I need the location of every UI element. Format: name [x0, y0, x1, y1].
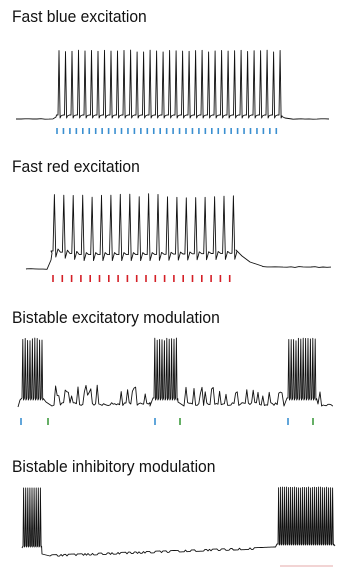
voltage-trace	[16, 49, 330, 120]
panel-title-fast-red-excitation: Fast red excitation	[12, 157, 140, 176]
panel-title-bistable-excitatory-modulation: Bistable excitatory modulation	[12, 308, 220, 327]
voltage-trace	[21, 486, 336, 557]
blue-green-pulse-markers	[20, 418, 314, 425]
trace-fast-red-excitation	[25, 193, 332, 282]
trace-bistable-excitatory-modulation	[17, 337, 334, 425]
trace-bistable-inhibitory-modulation	[21, 486, 336, 567]
voltage-trace	[17, 337, 334, 408]
red-light-pulse-markers	[52, 275, 231, 282]
panel-title-bistable-inhibitory-modulation: Bistable inhibitory modulation	[12, 457, 216, 476]
panel-title-fast-blue-excitation: Fast blue excitation	[12, 7, 147, 26]
blue-light-pulse-markers	[56, 128, 278, 134]
trace-fast-blue-excitation	[16, 49, 330, 134]
voltage-trace	[25, 193, 332, 270]
